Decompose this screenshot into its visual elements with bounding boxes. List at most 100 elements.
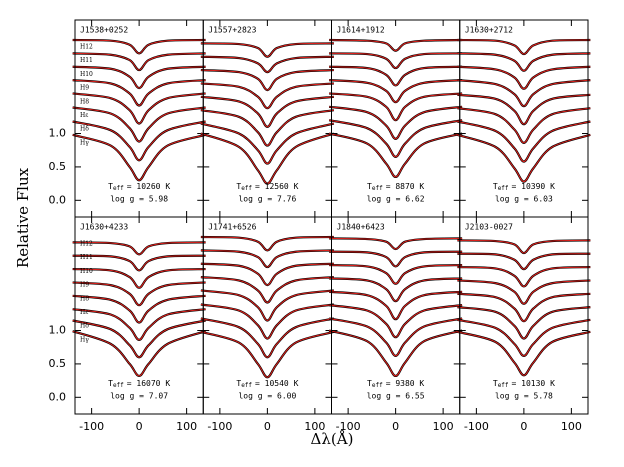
model-fit	[457, 79, 591, 107]
line-label: H10	[80, 268, 93, 275]
model-fit	[200, 96, 334, 128]
spectrum	[457, 292, 591, 323]
model-fit	[72, 255, 206, 271]
teff-label: Teff = 10130 K	[493, 379, 555, 389]
spectrum	[329, 250, 463, 268]
model-fit	[72, 268, 206, 289]
spectrum	[200, 132, 335, 185]
logg-label: log g = 6.03	[495, 195, 553, 204]
spectrum	[200, 289, 335, 322]
model-fit	[72, 92, 206, 125]
model-fit	[329, 237, 463, 250]
model-fit	[200, 331, 335, 378]
model-fit	[329, 79, 463, 103]
y-tick-label: 0.0	[49, 193, 67, 206]
x-axis-label: Δλ(Å)	[311, 430, 354, 448]
spectrum	[457, 120, 591, 163]
model-fit	[72, 134, 206, 181]
line-label: H9	[80, 282, 89, 289]
model-fit	[329, 304, 463, 338]
model-fit	[72, 295, 206, 324]
line-label: Hδ	[80, 126, 89, 133]
spectrum	[200, 276, 334, 304]
model-fit	[457, 134, 591, 183]
spectrum	[200, 235, 334, 252]
teff-label: Teff = 8870 K	[367, 182, 424, 192]
model-fit	[329, 277, 463, 302]
model-fit	[200, 42, 334, 58]
model-fit	[72, 106, 206, 143]
line-label: Hγ	[80, 139, 89, 146]
spectrum	[457, 38, 591, 56]
x-tick-label: 100	[433, 420, 454, 433]
spectrum	[72, 281, 206, 307]
model-fit	[72, 79, 206, 106]
spectrum	[329, 290, 463, 321]
x-tick-label: -100	[207, 420, 232, 433]
panel-title: J1557+2823	[208, 26, 256, 35]
model-fit	[200, 123, 335, 165]
spectrum	[329, 38, 463, 52]
model-fit	[328, 133, 463, 178]
model-fit	[329, 291, 463, 320]
model-fit	[457, 266, 591, 287]
line-label: Hγ	[80, 336, 89, 343]
y-tick-label: 0.0	[49, 390, 67, 403]
x-tick-label: 0	[136, 420, 143, 433]
spectrum	[329, 92, 463, 122]
model-fit	[457, 107, 591, 144]
spectrum	[457, 239, 591, 255]
model-fit	[457, 293, 591, 322]
model-fit	[457, 94, 591, 125]
line-label: Hε	[80, 112, 88, 119]
model-fit	[200, 82, 334, 109]
panel-title: J1630+2712	[465, 26, 513, 35]
panel-title: J1538+0252	[80, 26, 128, 35]
model-fit	[200, 56, 334, 73]
x-tick-label: 100	[176, 420, 197, 433]
line-label: H8	[80, 295, 89, 302]
model-fit	[72, 66, 206, 89]
spectrum	[329, 237, 463, 251]
logg-label: log g = 5.78	[495, 392, 553, 401]
model-fit	[329, 52, 463, 69]
model-fit	[457, 331, 591, 376]
model-fit	[200, 249, 334, 268]
model-fit	[457, 239, 591, 254]
teff-label: Teff = 10540 K	[236, 379, 298, 389]
logg-label: log g = 6.62	[367, 195, 425, 204]
x-tick-label: 0	[264, 420, 271, 433]
model-fit	[72, 281, 206, 306]
model-fit	[329, 39, 463, 52]
logg-label: log g = 5.98	[110, 195, 168, 204]
model-fit	[329, 106, 463, 140]
logg-label: log g = 6.55	[367, 392, 425, 401]
model-fit	[457, 306, 591, 340]
model-fit	[200, 276, 334, 303]
panel-title: J1614+1912	[337, 26, 385, 35]
line-label: H12	[80, 44, 93, 51]
spectrum	[72, 294, 206, 324]
spectrum	[329, 79, 463, 104]
spectrum	[200, 122, 335, 165]
model-fit	[329, 251, 463, 267]
model-fit	[329, 119, 463, 158]
y-axis-label: Relative Flux	[14, 167, 32, 268]
model-fit	[329, 318, 463, 357]
x-tick-label: 0	[520, 420, 527, 433]
model-fit	[72, 308, 206, 341]
line-label: Hε	[80, 309, 88, 316]
y-tick-label: 0.5	[49, 160, 67, 173]
spectrum	[457, 279, 591, 305]
model-fit	[329, 92, 463, 121]
line-label: H9	[80, 85, 89, 92]
model-fit	[200, 318, 334, 358]
logg-label: log g = 7.07	[110, 392, 168, 401]
panel-title: J1630+4233	[80, 223, 128, 232]
y-tick-label: 1.0	[49, 324, 67, 337]
teff-label: Teff = 12560 K	[236, 182, 298, 192]
spectrum	[329, 52, 463, 70]
model-fit	[72, 121, 206, 161]
model-fit	[72, 330, 206, 377]
